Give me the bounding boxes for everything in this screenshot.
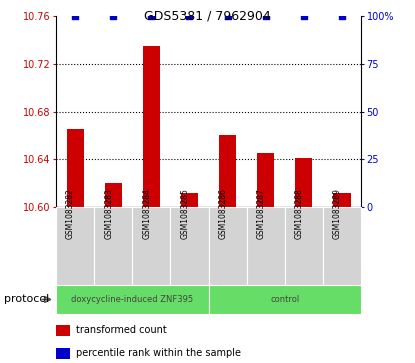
Text: control: control — [270, 295, 299, 304]
Text: GSM1083284: GSM1083284 — [142, 188, 151, 238]
Text: GSM1083282: GSM1083282 — [66, 188, 75, 238]
Point — [110, 13, 117, 19]
Bar — [171, 207, 209, 285]
Bar — [209, 285, 361, 314]
Bar — [295, 158, 312, 207]
Text: GSM1083289: GSM1083289 — [333, 188, 342, 238]
Bar — [323, 207, 361, 285]
Bar — [56, 207, 94, 285]
Bar — [56, 285, 209, 314]
Text: GDS5381 / 7962904: GDS5381 / 7962904 — [144, 9, 271, 22]
Bar — [143, 46, 160, 207]
Bar — [132, 207, 171, 285]
Bar — [181, 193, 198, 207]
Bar — [105, 183, 122, 207]
Bar — [247, 207, 285, 285]
Bar — [94, 207, 132, 285]
Point — [300, 13, 307, 19]
Text: GSM1083286: GSM1083286 — [219, 188, 227, 238]
Bar — [209, 207, 247, 285]
Text: GSM1083287: GSM1083287 — [257, 188, 266, 238]
Point — [224, 13, 231, 19]
Bar — [56, 348, 70, 359]
Text: doxycycline-induced ZNF395: doxycycline-induced ZNF395 — [71, 295, 193, 304]
Point — [72, 13, 78, 19]
Text: protocol: protocol — [4, 294, 49, 305]
Text: GSM1083283: GSM1083283 — [104, 188, 113, 238]
Point — [148, 13, 155, 19]
Bar — [285, 207, 323, 285]
Text: GSM1083288: GSM1083288 — [295, 188, 304, 238]
Bar — [56, 325, 70, 336]
Bar — [66, 130, 84, 207]
Bar — [333, 193, 351, 207]
Point — [262, 13, 269, 19]
Bar — [257, 153, 274, 207]
Text: transformed count: transformed count — [76, 325, 166, 335]
Point — [186, 13, 193, 19]
Point — [339, 13, 345, 19]
Bar — [219, 135, 236, 207]
Text: GSM1083285: GSM1083285 — [181, 188, 190, 238]
Text: percentile rank within the sample: percentile rank within the sample — [76, 348, 241, 358]
